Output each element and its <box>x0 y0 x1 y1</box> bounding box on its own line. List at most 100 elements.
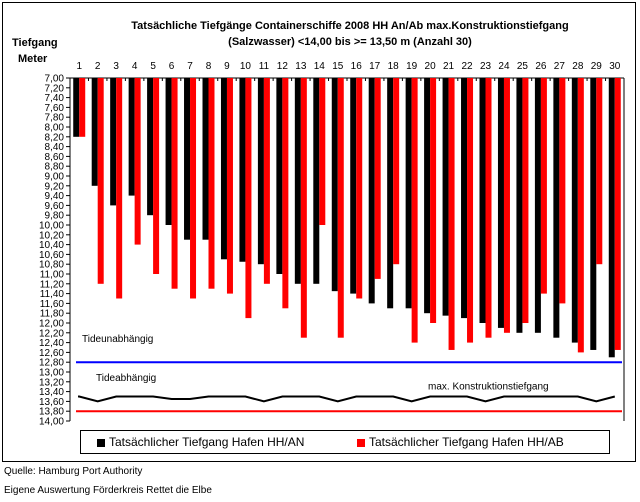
y-tick-label: 10,00 <box>39 221 64 232</box>
y-tick-label: 9,20 <box>45 181 65 192</box>
x-tick-label: 19 <box>406 61 418 72</box>
y-tick-label: 13,00 <box>39 368 64 379</box>
legend-item-an: Tatsächlicher Tiefgang Hafen HH/AN <box>97 435 304 449</box>
x-tick-label: 3 <box>113 61 119 72</box>
bar-hafen-an <box>461 78 468 319</box>
bar-hafen-an <box>184 78 191 240</box>
bar-hafen-ab <box>79 78 86 137</box>
bar-hafen-ab <box>300 78 307 338</box>
bar-hafen-ab <box>577 78 584 353</box>
x-tick-label: 4 <box>132 61 138 72</box>
tideabhaengig-label: Tideabhängig <box>96 373 156 384</box>
bar-hafen-ab <box>356 78 363 299</box>
x-tick-label: 8 <box>206 61 212 72</box>
bar-hafen-ab <box>522 78 529 323</box>
y-tick-label: 11,60 <box>40 299 65 310</box>
bar-hafen-an <box>331 78 338 292</box>
x-tick-label: 10 <box>240 61 252 72</box>
y-tick-label: 8,80 <box>45 162 65 173</box>
x-tick-label: 6 <box>169 61 175 72</box>
y-tick-label: 13,60 <box>39 397 64 408</box>
y-tick-label: 8,00 <box>45 123 65 134</box>
x-tick-label: 15 <box>332 61 344 72</box>
y-tick-label: 7,00 <box>45 74 65 85</box>
bar-hafen-ab <box>190 78 197 299</box>
bar-hafen-ab <box>467 78 474 343</box>
y-tick-label: 14,00 <box>39 417 64 428</box>
bar-hafen-an <box>571 78 578 343</box>
bar-hafen-ab <box>596 78 603 265</box>
y-tick-label: 12,00 <box>39 319 64 330</box>
y-tick-label: 8,60 <box>45 152 65 163</box>
y-tick-label: 11,80 <box>40 309 65 320</box>
bar-hafen-ab <box>448 78 455 350</box>
bar-hafen-ab <box>226 78 233 294</box>
y-tick-label: 10,60 <box>39 250 64 261</box>
bar-hafen-an <box>147 78 154 216</box>
bar-hafen-an <box>608 78 615 358</box>
x-tick-label: 21 <box>443 61 455 72</box>
y-axis-label-line-2: Meter <box>18 53 48 65</box>
y-tick-label: 12,40 <box>39 338 64 349</box>
bar-hafen-ab <box>503 78 510 333</box>
bar-hafen-an <box>534 78 541 333</box>
legend-label-ab: Tatsächlicher Tiefgang Hafen HH/AB <box>369 435 564 449</box>
y-tick-label: 9,80 <box>45 211 65 222</box>
x-tick-label: 28 <box>572 61 584 72</box>
x-tick-label: 27 <box>554 61 566 72</box>
bar-hafen-ab <box>559 78 566 304</box>
y-tick-label: 11,20 <box>40 279 65 290</box>
y-tick-label: 13,40 <box>39 387 64 398</box>
y-tick-label: 9,00 <box>45 172 65 183</box>
bar-hafen-an <box>497 78 504 328</box>
bar-hafen-an <box>313 78 320 284</box>
bar-hafen-an <box>73 78 80 137</box>
y-tick-label: 7,80 <box>45 113 65 124</box>
bar-hafen-an <box>202 78 209 240</box>
x-tick-label: 23 <box>480 61 492 72</box>
bar-hafen-an <box>239 78 246 262</box>
bar-hafen-an <box>387 78 394 309</box>
legend-swatch-an <box>97 438 105 447</box>
bar-hafen-ab <box>337 78 344 338</box>
y-tick-label: 11,00 <box>40 270 65 281</box>
bar-hafen-an <box>553 78 560 338</box>
x-tick-label: 1 <box>76 61 82 72</box>
bar-hafen-an <box>110 78 117 206</box>
y-tick-label: 12,60 <box>39 348 64 359</box>
x-tick-label: 5 <box>150 61 156 72</box>
bar-hafen-an <box>350 78 357 294</box>
x-tick-label: 22 <box>461 61 473 72</box>
bar-hafen-an <box>294 78 301 284</box>
bar-hafen-an <box>276 78 283 274</box>
bar-hafen-ab <box>97 78 104 284</box>
y-tick-label: 12,20 <box>39 328 64 339</box>
y-tick-label: 10,80 <box>39 260 64 271</box>
bar-hafen-ab <box>374 78 381 279</box>
y-tick-label: 9,60 <box>45 201 65 212</box>
y-tick-label: 8,40 <box>45 142 65 153</box>
y-tick-label: 7,20 <box>45 83 65 94</box>
legend-swatch-ab <box>357 438 365 447</box>
x-tick-label: 20 <box>425 61 437 72</box>
tideabhaengig-line <box>78 395 616 403</box>
x-tick-label: 30 <box>609 61 621 72</box>
bar-hafen-ab <box>263 78 270 284</box>
legend-item-ab: Tatsächlicher Tiefgang Hafen HH/AB <box>357 435 564 449</box>
bar-hafen-an <box>368 78 375 304</box>
bar-hafen-an <box>479 78 486 323</box>
bar-hafen-ab <box>245 78 252 319</box>
bar-hafen-ab <box>319 78 326 225</box>
y-tick-label: 7,40 <box>45 93 65 104</box>
bar-hafen-ab <box>614 78 621 350</box>
y-tick-label: 10,40 <box>39 240 64 251</box>
bar-hafen-ab <box>116 78 123 299</box>
y-axis-label-line-1: Tiefgang <box>12 37 58 49</box>
x-tick-label: 26 <box>535 61 547 72</box>
legend: Tatsächlicher Tiefgang Hafen HH/AN Tatsä… <box>80 430 610 454</box>
x-tick-label: 18 <box>388 61 400 72</box>
x-tick-label: 11 <box>259 61 270 72</box>
chart-title-line-1: Tatsächliche Tiefgänge Containerschiffe … <box>131 20 569 32</box>
